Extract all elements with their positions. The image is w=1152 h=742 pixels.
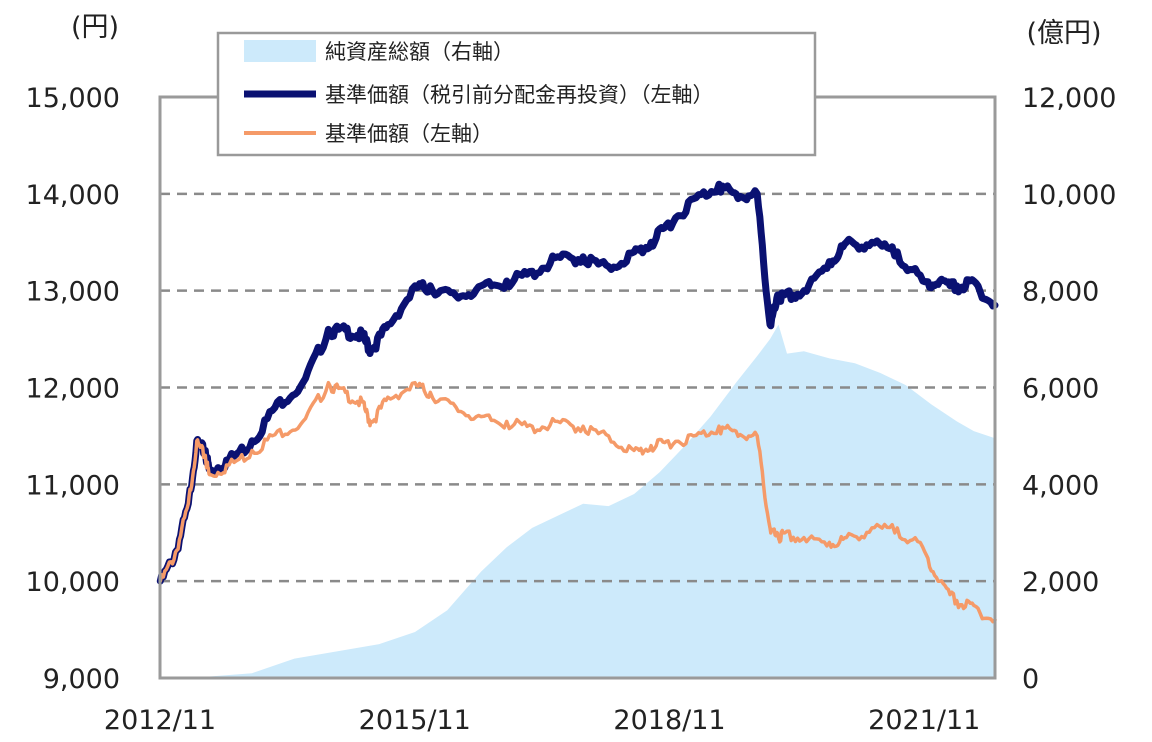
left-tick-label: 14,000 <box>26 180 120 211</box>
net-assets-area-layer <box>160 324 995 678</box>
right-tick-label: 8,000 <box>1022 277 1099 308</box>
x-axis-ticks: 2012/11 2015/11 2018/11 2021/11 <box>104 705 980 736</box>
net-assets-area <box>160 324 995 678</box>
x-tick-label: 2015/11 <box>359 705 471 736</box>
x-tick-label: 2018/11 <box>613 705 725 736</box>
right-tick-label: 6,000 <box>1022 374 1099 405</box>
x-tick-label: 2012/11 <box>104 705 216 736</box>
right-tick-label: 10,000 <box>1022 180 1116 211</box>
left-axis-ticks: 9,000 10,000 11,000 12,000 13,000 14,000 15,00… <box>26 83 120 695</box>
nav-line <box>158 380 997 624</box>
right-tick-label: 2,000 <box>1022 567 1099 598</box>
x-tick-label: 2021/11 <box>868 705 980 736</box>
right-tick-label: 0 <box>1022 664 1039 695</box>
legend-label-net-assets: 純資産総額（右軸） <box>325 40 514 64</box>
left-tick-label: 11,000 <box>26 470 120 501</box>
right-tick-label: 12,000 <box>1022 83 1116 114</box>
legend: 純資産総額（右軸） 基準価額（税引前分配金再投資）（左軸） 基準価額（左軸） <box>216 31 817 157</box>
left-tick-label: 15,000 <box>26 83 120 114</box>
right-axis-ticks: 0 2,000 4,000 6,000 8,000 10,000 12,000 <box>1022 83 1116 695</box>
left-tick-label: 12,000 <box>26 374 120 405</box>
right-axis-unit: (億円) <box>1026 18 1101 49</box>
right-tick-label: 4,000 <box>1022 470 1099 501</box>
left-axis-unit: (円) <box>71 12 119 43</box>
left-tick-label: 13,000 <box>26 277 120 308</box>
legend-swatch-net-assets <box>244 40 316 62</box>
legend-box <box>216 31 817 157</box>
legend-label-nav: 基準価額（左軸） <box>325 122 493 146</box>
left-tick-label: 10,000 <box>26 567 120 598</box>
legend-label-reinvested-nav: 基準価額（税引前分配金再投資）（左軸） <box>325 83 714 107</box>
price-lines-layer <box>156 180 999 624</box>
left-tick-label: 9,000 <box>43 664 120 695</box>
reinvested-nav-line <box>156 180 999 585</box>
